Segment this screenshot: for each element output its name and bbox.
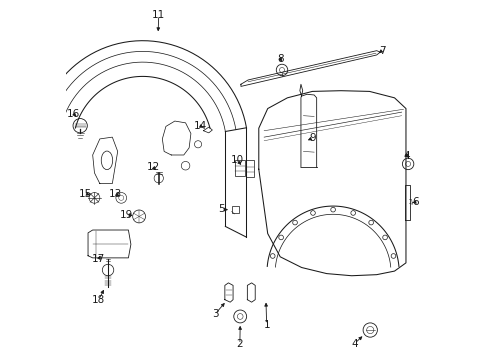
Text: 2: 2 (236, 339, 243, 349)
Text: 14: 14 (194, 121, 207, 131)
Text: 4: 4 (350, 339, 357, 348)
Text: 3: 3 (211, 309, 218, 319)
Text: 11: 11 (152, 10, 165, 20)
Text: 5: 5 (218, 204, 225, 214)
Text: 13: 13 (108, 189, 122, 199)
Text: 8: 8 (276, 54, 283, 64)
Text: 7: 7 (378, 46, 385, 56)
Text: 12: 12 (146, 162, 160, 172)
Text: 16: 16 (67, 109, 80, 119)
Text: 18: 18 (92, 295, 105, 305)
Text: 9: 9 (309, 133, 316, 143)
Text: 19: 19 (120, 210, 133, 220)
Text: 1: 1 (263, 320, 269, 330)
Text: 15: 15 (79, 189, 92, 199)
Text: 4: 4 (403, 151, 409, 161)
Text: 17: 17 (92, 254, 105, 264)
Text: 10: 10 (230, 156, 244, 165)
Text: 6: 6 (411, 197, 418, 207)
